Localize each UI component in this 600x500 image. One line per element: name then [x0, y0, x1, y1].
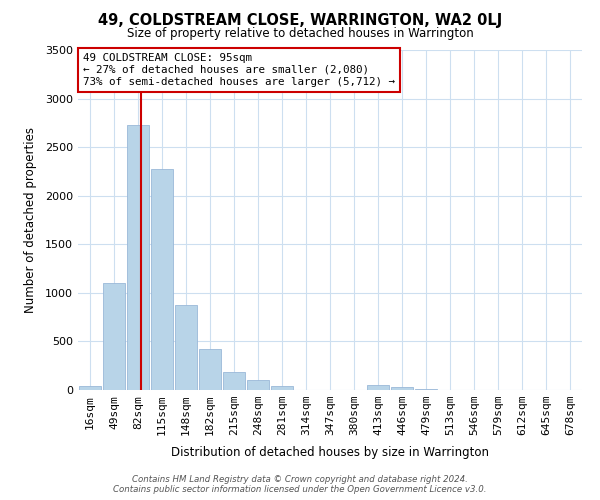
Bar — [247, 380, 269, 390]
Text: Size of property relative to detached houses in Warrington: Size of property relative to detached ho… — [127, 28, 473, 40]
Bar — [199, 349, 221, 390]
Bar — [175, 306, 197, 390]
Text: Contains HM Land Registry data © Crown copyright and database right 2024.
Contai: Contains HM Land Registry data © Crown c… — [113, 474, 487, 494]
Bar — [79, 386, 101, 390]
Bar — [415, 389, 437, 390]
Text: 49 COLDSTREAM CLOSE: 95sqm
← 27% of detached houses are smaller (2,080)
73% of s: 49 COLDSTREAM CLOSE: 95sqm ← 27% of deta… — [83, 54, 395, 86]
Y-axis label: Number of detached properties: Number of detached properties — [23, 127, 37, 313]
Bar — [127, 125, 149, 390]
Bar — [391, 387, 413, 390]
Bar — [223, 372, 245, 390]
Bar — [151, 170, 173, 390]
Text: 49, COLDSTREAM CLOSE, WARRINGTON, WA2 0LJ: 49, COLDSTREAM CLOSE, WARRINGTON, WA2 0L… — [98, 12, 502, 28]
X-axis label: Distribution of detached houses by size in Warrington: Distribution of detached houses by size … — [171, 446, 489, 460]
Bar — [271, 386, 293, 390]
Bar — [367, 385, 389, 390]
Bar — [103, 283, 125, 390]
